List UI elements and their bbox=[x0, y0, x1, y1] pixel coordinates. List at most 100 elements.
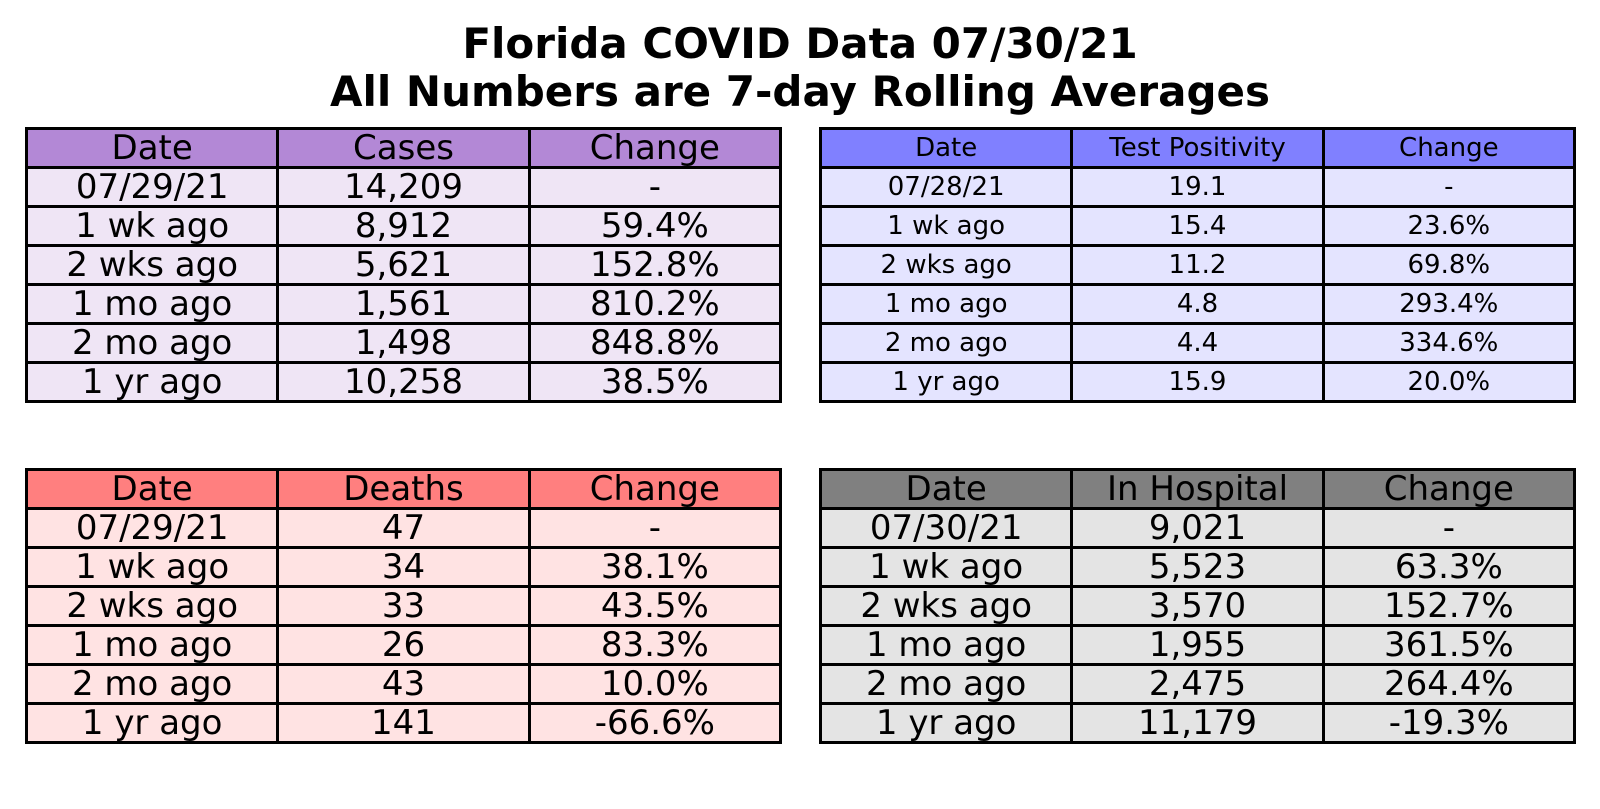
table-row: 07/28/21 19.1- bbox=[818, 166, 1577, 208]
table-cell: 10,258 bbox=[276, 361, 531, 403]
table-cell: 2 mo ago bbox=[818, 322, 1074, 364]
table-row: 1 mo ago 1,955 361.5% bbox=[818, 624, 1577, 666]
table-cell: - bbox=[527, 507, 783, 549]
table-cell: 848.8% bbox=[527, 322, 783, 364]
table-cell: 1 yr ago bbox=[24, 702, 280, 744]
table-cell: 1 mo ago bbox=[24, 283, 280, 325]
table-cell: 33 bbox=[276, 585, 531, 627]
table-cell: 152.8% bbox=[527, 244, 783, 286]
table-row: 1 yr ago 10,258 38.5% bbox=[24, 361, 783, 403]
table-cell: 14,209 bbox=[276, 166, 531, 208]
table-row: 1 wk ago 15.4 23.6% bbox=[818, 205, 1577, 247]
column-header: Date bbox=[24, 127, 280, 169]
table-cell: 11.2 bbox=[1070, 244, 1325, 286]
test-positivity-table: Date Test Positivity Change 07/28/21 19.1-1 … bbox=[818, 127, 1577, 403]
table-cell: 38.1% bbox=[527, 546, 783, 588]
table-cell: 9,021 bbox=[1070, 507, 1325, 549]
table-row: 1 mo ago 1,561 810.2% bbox=[24, 283, 783, 325]
table-cell: 1 yr ago bbox=[24, 361, 280, 403]
table-cell: 1 wk ago bbox=[818, 205, 1074, 247]
table-cell: 69.8% bbox=[1321, 244, 1577, 286]
table-header-row: Date Test Positivity Change bbox=[818, 127, 1577, 169]
table-row: 2 mo ago 43 10.0% bbox=[24, 663, 783, 705]
table-cell: 334.6% bbox=[1321, 322, 1577, 364]
column-header: Date bbox=[818, 468, 1074, 510]
table-cell: 19.1 bbox=[1070, 166, 1325, 208]
table-cell: 2 mo ago bbox=[818, 663, 1074, 705]
table-cell: - bbox=[1321, 166, 1577, 208]
table-cell: 2 wks ago bbox=[818, 244, 1074, 286]
table-cell: 47 bbox=[276, 507, 531, 549]
table-cell: 810.2% bbox=[527, 283, 783, 325]
table-cell: 07/29/21 bbox=[24, 507, 280, 549]
chart-title: Florida COVID Data 07/30/21 bbox=[462, 19, 1138, 68]
table-cell: 20.0% bbox=[1321, 361, 1577, 403]
column-header: In Hospital bbox=[1070, 468, 1325, 510]
table-cell: 1 mo ago bbox=[818, 283, 1074, 325]
table-cell: 15.4 bbox=[1070, 205, 1325, 247]
column-header: Date bbox=[24, 468, 280, 510]
column-header: Change bbox=[1321, 127, 1577, 169]
table-cell: 1 wk ago bbox=[24, 546, 280, 588]
table-cell: 2 mo ago bbox=[24, 663, 280, 705]
table-cell: 1 yr ago bbox=[818, 702, 1074, 744]
table-cell: 07/30/21 bbox=[818, 507, 1074, 549]
table-cell: 11,179 bbox=[1070, 702, 1325, 744]
table-cell: 1 wk ago bbox=[818, 546, 1074, 588]
table-cell: 1 yr ago bbox=[818, 361, 1074, 403]
table-cell: 38.5% bbox=[527, 361, 783, 403]
column-header: Deaths bbox=[276, 468, 531, 510]
table-row: 07/30/21 9,021- bbox=[818, 507, 1577, 549]
table-cell: 1 wk ago bbox=[24, 205, 280, 247]
table-cell: 15.9 bbox=[1070, 361, 1325, 403]
table-cell: 59.4% bbox=[527, 205, 783, 247]
table-cell: 2 wks ago bbox=[24, 244, 280, 286]
table-cell: 141 bbox=[276, 702, 531, 744]
table-cell: 2 mo ago bbox=[24, 322, 280, 364]
table-row: 1 wk ago 34 38.1% bbox=[24, 546, 783, 588]
table-cell: 83.3% bbox=[527, 624, 783, 666]
table-row: 2 wks ago 3,570 152.7% bbox=[818, 585, 1577, 627]
table-row: 1 wk ago 8,912 59.4% bbox=[24, 205, 783, 247]
column-header: Change bbox=[527, 468, 783, 510]
table-cell: 2 wks ago bbox=[818, 585, 1074, 627]
column-header: Date bbox=[818, 127, 1074, 169]
in-hospital-table: Date In Hospital Change 07/30/21 9,021-1 wk … bbox=[818, 468, 1577, 744]
table-row: 1 wk ago 5,523 63.3% bbox=[818, 546, 1577, 588]
table-cell: 3,570 bbox=[1070, 585, 1325, 627]
table-cell: 4.8 bbox=[1070, 283, 1325, 325]
table-row: 2 mo ago 1,498 848.8% bbox=[24, 322, 783, 364]
table-row: 2 mo ago 2,475 264.4% bbox=[818, 663, 1577, 705]
column-header: Change bbox=[1321, 468, 1577, 510]
table-cell: 26 bbox=[276, 624, 531, 666]
table-row: 2 wks ago 11.2 69.8% bbox=[818, 244, 1577, 286]
chart-subtitle: All Numbers are 7-day Rolling Averages bbox=[330, 67, 1270, 116]
table-cell: -19.3% bbox=[1321, 702, 1577, 744]
table-row: 07/29/21 47- bbox=[24, 507, 783, 549]
table-cell: -66.6% bbox=[527, 702, 783, 744]
table-cell: 2,475 bbox=[1070, 663, 1325, 705]
table-row: 1 yr ago 141 -66.6% bbox=[24, 702, 783, 744]
table-header-row: Date Cases Change bbox=[24, 127, 783, 169]
deaths-table: Date Deaths Change 07/29/21 47-1 wk ago 34 38.… bbox=[24, 468, 783, 744]
table-row: 2 wks ago 33 43.5% bbox=[24, 585, 783, 627]
table-cell: 07/29/21 bbox=[24, 166, 280, 208]
table-row: 1 mo ago 26 83.3% bbox=[24, 624, 783, 666]
table-row: 07/29/21 14,209- bbox=[24, 166, 783, 208]
table-cell: 1,955 bbox=[1070, 624, 1325, 666]
table-cell: 10.0% bbox=[527, 663, 783, 705]
table-cell: 43.5% bbox=[527, 585, 783, 627]
table-cell: 1 mo ago bbox=[24, 624, 280, 666]
column-header: Change bbox=[527, 127, 783, 169]
table-cell: 5,523 bbox=[1070, 546, 1325, 588]
table-cell: 264.4% bbox=[1321, 663, 1577, 705]
cases-table: Date Cases Change 07/29/21 14,209-1 wk ago 8,… bbox=[24, 127, 783, 403]
table-header-row: Date Deaths Change bbox=[24, 468, 783, 510]
table-cell: - bbox=[527, 166, 783, 208]
table-cell: 5,621 bbox=[276, 244, 531, 286]
table-cell: 1,561 bbox=[276, 283, 531, 325]
table-cell: 1,498 bbox=[276, 322, 531, 364]
table-cell: 152.7% bbox=[1321, 585, 1577, 627]
table-cell: 361.5% bbox=[1321, 624, 1577, 666]
table-cell: 4.4 bbox=[1070, 322, 1325, 364]
